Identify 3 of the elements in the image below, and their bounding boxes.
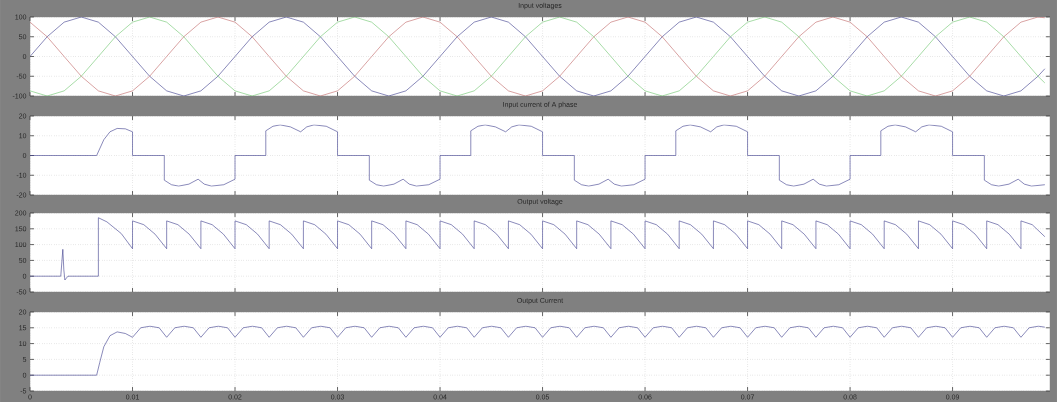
line-series <box>30 326 1046 376</box>
line-series <box>30 124 1046 187</box>
line-series <box>30 217 1046 281</box>
